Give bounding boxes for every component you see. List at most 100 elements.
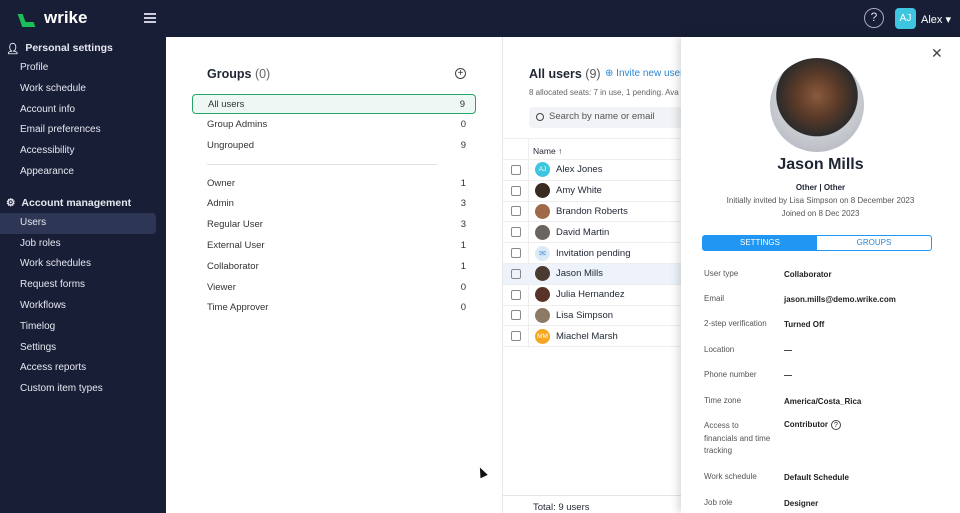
user-name[interactable]: Brandon Roberts [556,205,628,217]
group-item[interactable]: Group Admins 0 [192,115,476,135]
help-icon[interactable]: ? [831,420,841,430]
group-item[interactable]: External User 1 [192,235,476,255]
sidebar-item-timelog[interactable]: Timelog [20,320,56,332]
avatar [535,203,550,219]
sidebar-item-custom-item-types[interactable]: Custom item types [20,383,103,395]
user-name[interactable]: Jason Mills [556,268,603,280]
close-icon[interactable]: ✕ [931,45,943,61]
sidebar-item-accessibility[interactable]: Accessibility [20,145,75,157]
avatar[interactable]: AJ [895,8,916,29]
search-input[interactable]: Search by name or email [529,107,682,128]
field-value: Contributor? [784,420,841,430]
column-header-name[interactable]: Name ↑ [503,138,682,160]
user-name[interactable]: Julia Hernandez [556,289,625,301]
group-item[interactable]: Viewer 0 [192,277,476,297]
field-label: Job role [704,498,733,507]
sidebar-item-work-schedule[interactable]: Work schedule [20,82,86,94]
row-checkbox[interactable] [511,289,521,300]
field-value: — [784,346,792,355]
table-row[interactable]: Amy White [503,181,682,202]
avatar [535,287,550,303]
account-management-heading: ⚙ Account management [6,196,132,209]
tab-groups[interactable]: GROUPS [856,238,892,247]
table-row[interactable]: David Martin [503,222,682,244]
sidebar-item-access-reports[interactable]: Access reports [20,362,87,374]
row-checkbox[interactable] [511,164,521,175]
field-label: Phone number [704,370,757,379]
invite-user-button[interactable]: ⊕ Invite new user [605,68,682,79]
table-row[interactable]: ✉ Invitation pending [503,243,682,264]
group-item[interactable]: Admin 3 [192,194,476,214]
group-item[interactable]: Collaborator 1 [192,256,476,276]
sidebar-item-work-schedules[interactable]: Work schedules [20,258,91,270]
row-checkbox[interactable] [511,248,521,259]
table-row[interactable]: Jason Mills [503,264,682,285]
sidebar-item-job-roles[interactable]: Job roles [20,237,61,249]
row-checkbox[interactable] [511,310,521,321]
sidebar-item-request-forms[interactable]: Request forms [20,279,86,291]
wrike-check-icon [20,12,40,24]
avatar [535,224,550,240]
group-count: 1 [460,239,466,251]
user-menu[interactable]: Alex ▾ [921,14,951,26]
wrike-logo[interactable]: wrike [20,8,87,28]
help-icon[interactable]: ? [864,8,884,28]
group-count: 9 [459,98,465,110]
sidebar-item-appearance[interactable]: Appearance [20,165,74,177]
field-label: Work schedule [704,472,757,481]
sidebar-item-email-preferences[interactable]: Email preferences [20,124,101,136]
field-value: Turned Off [784,320,824,329]
sidebar: 👤︎ Personal settings Profile Work schedule… [0,37,166,513]
row-checkbox[interactable] [511,331,521,342]
row-checkbox[interactable] [511,206,521,217]
sidebar-item-users[interactable]: Users [0,212,156,234]
group-count: 0 [460,302,466,314]
table-row[interactable]: MM Miachel Marsh [503,326,682,348]
group-item[interactable]: Owner 1 [192,173,476,193]
add-group-icon[interactable]: + [455,68,466,79]
groups-title: Groups (0) [207,67,271,81]
field-label: Time zone [704,396,742,405]
sidebar-item-account-info[interactable]: Account info [20,103,76,115]
user-name[interactable]: David Martin [556,226,610,238]
table-row[interactable]: AJ Alex Jones [503,160,682,181]
group-item[interactable]: Time Approver 0 [192,298,476,318]
sidebar-item-workflows[interactable]: Workflows [20,299,66,311]
row-checkbox[interactable] [511,185,521,196]
menu-icon[interactable] [144,13,156,23]
user-name[interactable]: Miachel Marsh [556,330,618,342]
user-name[interactable]: Amy White [556,185,602,197]
field-value-text: America/Costa_Rica [784,397,862,406]
tab-settings[interactable]: SETTINGS [703,236,817,250]
invited-info: Initially invited by Lisa Simpson on 8 D… [726,196,915,205]
group-label: Collaborator [207,260,259,272]
row-checkbox[interactable] [511,268,521,279]
field-label: User type [704,269,739,278]
group-count: 1 [460,177,466,189]
group-item[interactable]: Ungrouped 9 [192,136,476,156]
group-item[interactable]: Regular User 3 [192,215,476,235]
field-value-text: Contributor [784,420,828,429]
sidebar-item-settings[interactable]: Settings [20,341,57,353]
group-item[interactable]: All users 9 [192,94,476,114]
group-label: Regular User [207,219,263,231]
user-name[interactable]: Alex Jones [556,164,603,176]
joined-info: Joined on 8 Dec 2023 [781,209,860,218]
group-count: 9 [460,140,466,152]
users-panel: All users (9) ⊕ Invite new user 8 alloca… [502,37,682,513]
field-value-text: jason.mills@demo.wrike.com [784,295,896,304]
table-row[interactable]: Julia Hernandez [503,285,682,306]
profile-photo [770,58,864,152]
field-value-text: Collaborator [784,270,832,279]
person-icon: 👤︎ [6,42,20,55]
row-checkbox[interactable] [511,227,521,238]
table-row[interactable]: Brandon Roberts [503,202,682,223]
user-name: Jason Mills [777,156,864,173]
user-name[interactable]: Lisa Simpson [556,309,614,321]
field-label: Email [704,294,725,303]
sidebar-item-profile[interactable]: Profile [20,62,49,73]
user-name[interactable]: Invitation pending [556,247,631,259]
table-row[interactable]: Lisa Simpson [503,306,682,327]
divider [207,164,438,165]
field-value-text: — [784,346,792,355]
